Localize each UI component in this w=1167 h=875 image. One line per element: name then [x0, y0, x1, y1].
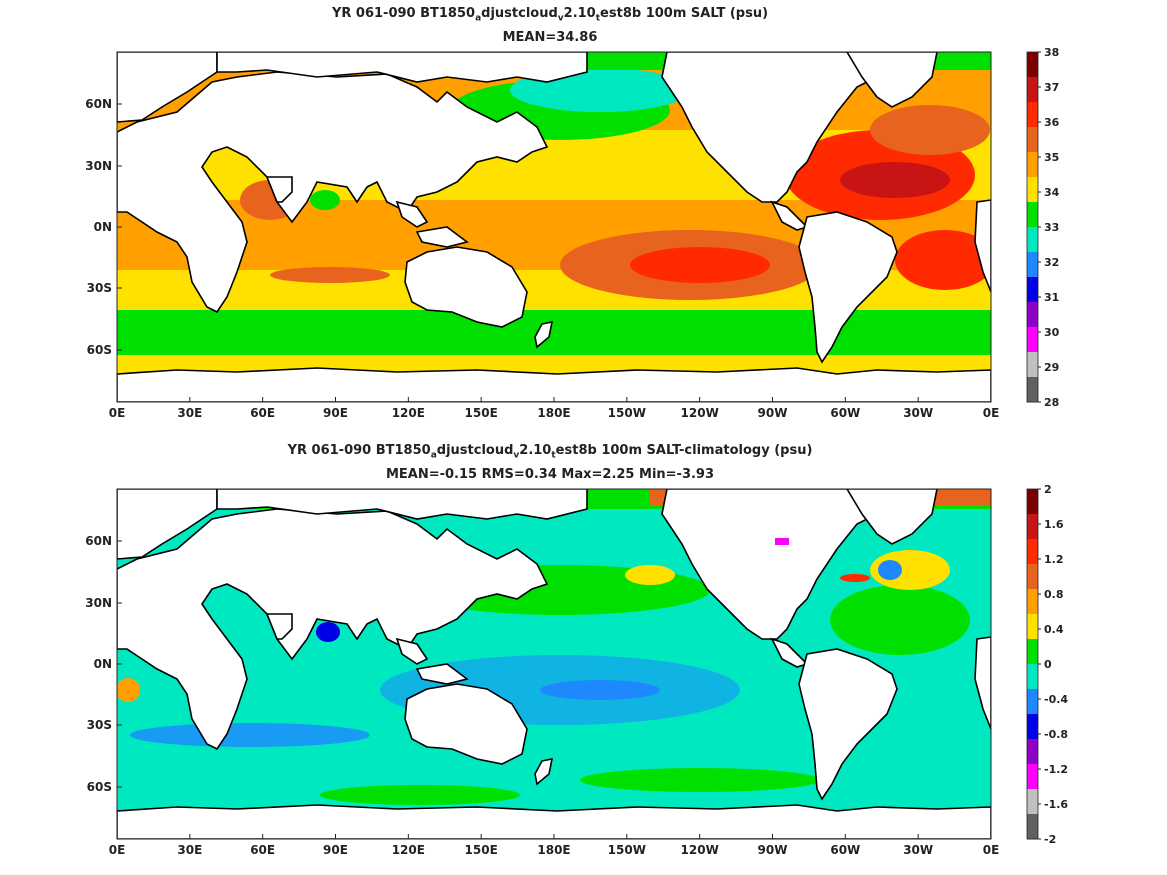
panel2-map [116, 488, 992, 840]
colorbar-label: 36 [1044, 116, 1060, 129]
colorbar-label: -2 [1044, 833, 1056, 846]
colorbar-swatch [1027, 302, 1038, 328]
colorbar-swatch [1027, 664, 1038, 690]
lat-tick: 60S [87, 780, 112, 794]
colorbar-swatch [1027, 714, 1038, 740]
colorbar-label: 31 [1044, 291, 1059, 304]
lon-tick: 30W [903, 406, 933, 420]
lon-tick: 180E [537, 406, 570, 420]
colorbar-label: 0.4 [1044, 623, 1064, 636]
colorbar-swatch [1027, 689, 1038, 715]
lat-tick: 30N [85, 596, 112, 610]
colorbar-swatch [1027, 639, 1038, 665]
lon-tick: 0E [983, 406, 1000, 420]
lon-tick: 60W [830, 406, 860, 420]
panel1-map [116, 51, 992, 403]
panel1-colorbar: 38 37 36 35 34 33 32 31 30 29 28 [1026, 46, 1060, 409]
colorbar-label: 28 [1044, 396, 1059, 409]
colorbar-swatch [1027, 227, 1038, 253]
panel1-subtitle: MEAN=34.86 [502, 30, 598, 45]
lon-tick: 120E [392, 406, 425, 420]
lon-tick: 90E [323, 843, 348, 857]
colorbar-swatch [1027, 327, 1038, 353]
lon-tick: 0E [109, 843, 126, 857]
lon-tick: 90W [758, 843, 788, 857]
lon-tick: 30W [903, 843, 933, 857]
colorbar-label: 1.6 [1044, 518, 1064, 531]
lon-tick: 180E [537, 843, 570, 857]
panel1-lat-ticks: 60N 30N 0N 30S 60S [85, 97, 122, 357]
colorbar-swatch [1027, 77, 1038, 103]
lon-tick: 150W [608, 406, 646, 420]
lon-tick: 60E [250, 843, 275, 857]
lon-tick: 0E [983, 843, 1000, 857]
colorbar-swatch [1027, 614, 1038, 640]
colorbar-swatch [1027, 177, 1038, 203]
colorbar-swatch [1027, 277, 1038, 303]
colorbar-label: 29 [1044, 361, 1059, 374]
lon-tick: 150E [465, 406, 498, 420]
colorbar-label: 33 [1044, 221, 1059, 234]
lon-tick: 60W [830, 843, 860, 857]
lon-tick: 90E [323, 406, 348, 420]
colorbar-swatch [1027, 352, 1038, 378]
colorbar-label: 30 [1044, 326, 1060, 339]
lon-tick: 90W [758, 406, 788, 420]
colorbar-swatch [1027, 564, 1038, 590]
colorbar-label: 1.2 [1044, 553, 1064, 566]
lat-tick: 0N [94, 220, 112, 234]
lat-tick: 60N [85, 534, 112, 548]
colorbar-label: -1.2 [1044, 763, 1068, 776]
colorbar-label: 0 [1044, 658, 1052, 671]
panel2-colorbar: 2 1.6 1.2 0.8 0.4 0 -0.4 -0.8 -1.2 -1.6 -2 [1026, 483, 1068, 846]
lon-tick: 120W [681, 406, 719, 420]
panel2-lon-ticks: 0E 30E 60E 90E 120E 150E 180E 150W 120W 90W 60W 30W… [109, 834, 1000, 857]
colorbar-label: 38 [1044, 46, 1059, 59]
lat-tick: 30S [87, 718, 112, 732]
lon-tick: 30E [177, 843, 202, 857]
lon-tick: 30E [177, 406, 202, 420]
lat-tick: 30S [87, 281, 112, 295]
colorbar-label: -0.8 [1044, 728, 1068, 741]
colorbar-swatch [1027, 202, 1038, 228]
lon-tick: 0E [109, 406, 126, 420]
panel2-lat-ticks: 60N 30N 0N 30S 60S [85, 534, 122, 794]
colorbar-label: 35 [1044, 151, 1059, 164]
panel2-title: YR 061-090 BT1850adjustcloudv2.10test8b … [287, 443, 813, 461]
colorbar-label: -0.4 [1044, 693, 1068, 706]
colorbar-label: 32 [1044, 256, 1059, 269]
colorbar-label: 34 [1044, 186, 1060, 199]
colorbar-swatch [1027, 739, 1038, 765]
lat-tick: 60N [85, 97, 112, 111]
colorbar-swatch [1027, 514, 1038, 540]
lat-tick: 60S [87, 343, 112, 357]
lon-tick: 120E [392, 843, 425, 857]
lon-tick: 150E [465, 843, 498, 857]
colorbar-swatch [1027, 102, 1038, 128]
colorbar-swatch [1027, 489, 1038, 515]
colorbar-swatch [1027, 252, 1038, 278]
colorbar-label: 37 [1044, 81, 1059, 94]
panel1-title: YR 061-090 BT1850adjustcloudv2.10test8b … [331, 6, 769, 24]
colorbar-swatch [1027, 764, 1038, 790]
lat-tick: 30N [85, 159, 112, 173]
lon-tick: 120W [681, 843, 719, 857]
colorbar-swatch [1027, 127, 1038, 153]
panel1-lon-ticks: 0E 30E 60E 90E 120E 150E 180E 150W 120W 90W 60W 30W… [109, 397, 1000, 420]
colorbar-swatch [1027, 539, 1038, 565]
colorbar-swatch [1027, 152, 1038, 178]
colorbar-swatch [1027, 377, 1038, 403]
colorbar-swatch [1027, 52, 1038, 78]
colorbar-swatch [1027, 814, 1038, 840]
lon-tick: 150W [608, 843, 646, 857]
colorbar-label: 0.8 [1044, 588, 1064, 601]
colorbar-label: 2 [1044, 483, 1052, 496]
colorbar-swatch [1027, 589, 1038, 615]
colorbar-label: -1.6 [1044, 798, 1068, 811]
lon-tick: 60E [250, 406, 275, 420]
panel2-subtitle: MEAN=-0.15 RMS=0.34 Max=2.25 Min=-3.93 [385, 467, 715, 482]
colorbar-swatch [1027, 789, 1038, 815]
lat-tick: 0N [94, 657, 112, 671]
